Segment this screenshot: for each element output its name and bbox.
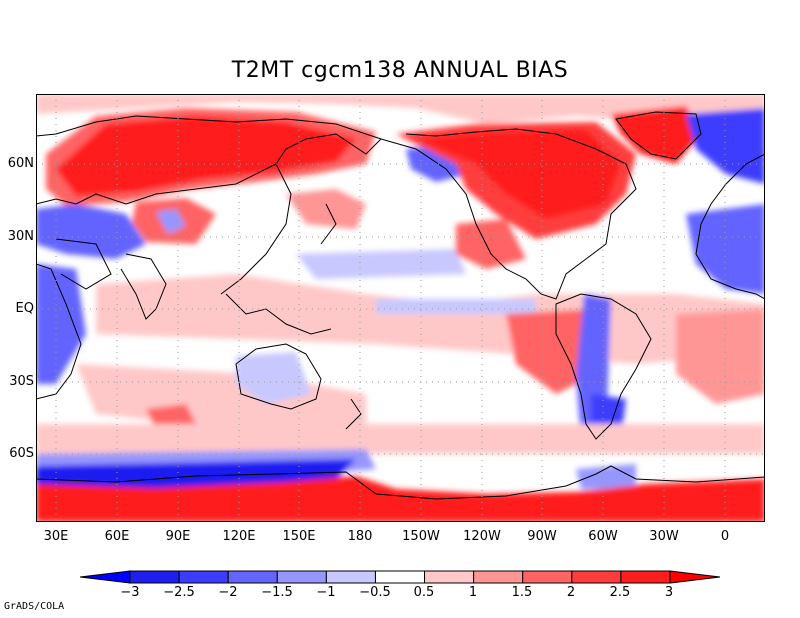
lon-label-150w: 150W [402,529,440,544]
map-frame [36,94,765,522]
bias-region-tibet-cool [156,209,186,234]
credit-text: GrADS/COLA [4,601,65,612]
colorbar-label-neg1: −1 [316,585,336,600]
colorbar-swatch [129,570,180,584]
coastline-eurasia [36,115,382,205]
lon-label-60e: 60E [104,529,130,544]
bias-field [36,94,765,522]
bias-region-sindian-spot [146,404,196,429]
lon-label-120e: 120E [222,529,256,544]
colorbar-swatch [276,570,327,584]
coastline-south-america [555,293,652,440]
colorbar-under-arrow [80,570,131,584]
bias-map [36,94,765,522]
coastline-china [220,163,292,295]
bias-region-eq-pacific-cool [376,299,536,314]
colorbar-label-3: 3 [664,585,674,600]
lat-label-60s: 60S [9,446,34,461]
bias-region-greenland [611,106,701,164]
colorbar-swatch [325,570,376,584]
colorbar-label-neg2: −2 [218,585,238,600]
colorbar [80,570,720,584]
colorbar-swatch [424,570,475,584]
bias-region-canada-core [416,129,621,219]
colorbar-label-neg1-5: −1.5 [261,585,293,600]
lon-label-180: 180 [347,529,373,544]
bias-region-arctic-warm [36,94,765,134]
coastline-europe-africa-west [695,153,765,300]
coastline-greenland [615,111,702,160]
bias-region-antarctica [36,476,765,522]
bias-region-satlantic-warm [676,309,765,404]
colorbar-label-2: 2 [566,585,576,600]
lat-label-30s: 30S [9,374,34,389]
colorbar-swatch [571,570,622,584]
lat-label-30n: 30N [7,229,34,244]
colorbar-swatch [227,570,278,584]
lon-label-120w: 120W [463,529,501,544]
bias-region-japan-warm [286,189,366,229]
colorbar-over-arrow [669,570,720,584]
colorbar-swatch [178,570,229,584]
coastline-north-america [380,128,637,300]
bias-region-npacific-cool [296,249,466,279]
lon-label-90e: 90E [165,529,191,544]
colorbar-label-neg3: −3 [120,585,140,600]
colorbar-swatch [522,570,573,584]
colorbar-label-0-5: 0.5 [413,585,435,600]
lat-label-60n: 60N [7,156,34,171]
colorbar-label-neg2-5: −2.5 [163,585,195,600]
coastline-seasia [225,293,332,335]
bias-region-sahara-cool [686,204,765,294]
colorbar-label-2-5: 2.5 [609,585,631,600]
lon-label-30e: 30E [43,529,69,544]
map-panel [36,94,765,522]
bias-region-california-warm [456,219,526,269]
colorbar-swatch [620,570,671,584]
colorbar-swatches [129,570,671,584]
colorbar-swatch [374,570,426,584]
coastline-newzealand [345,398,362,430]
colorbar-label-1: 1 [468,585,478,600]
bias-region-australia-cool [236,352,311,404]
bias-region-eafrica-cool [36,264,86,384]
coastline-arabia [55,238,112,290]
coastline-antarctica [36,465,765,500]
lon-label-90w: 90W [527,529,557,544]
lon-label-30w: 30W [649,529,679,544]
bias-region-siberia-core [56,116,356,196]
colorbar-label-neg0-5: −0.5 [359,585,391,600]
colorbar-swatch [473,570,524,584]
lon-label-0: 0 [720,529,730,544]
bias-region-southern-ocean-warm [36,424,765,454]
colorbar-label-1-5: 1.5 [511,585,533,600]
map-title: T2MT cgcm138 ANNUAL BIAS [231,58,569,83]
bias-region-weddell-cool [576,464,636,489]
lon-label-150e: 150E [282,529,316,544]
lon-label-60w: 60W [588,529,618,544]
coastline-japan [320,203,337,245]
lat-label-eq: EQ [15,301,34,316]
coastline-australia [235,343,322,410]
bias-region-mideast-cool [36,204,146,259]
coastlines [36,111,765,500]
